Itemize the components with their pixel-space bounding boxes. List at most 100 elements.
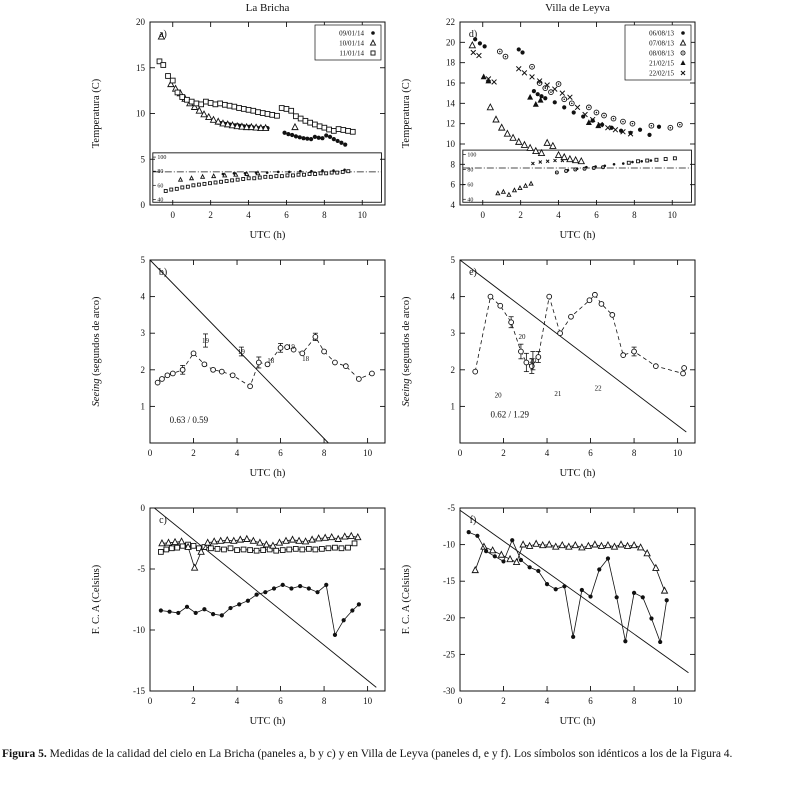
y-tick-label: 0 — [141, 200, 146, 210]
series-22/02/15 — [470, 49, 634, 137]
axes-box — [149, 507, 386, 692]
x-tick-label: 10 — [363, 696, 373, 706]
y-tick-label: -15 — [133, 686, 145, 696]
panel-letter: c) — [159, 515, 167, 526]
x-tick-label: 8 — [632, 696, 637, 706]
x-tick-label: 4 — [235, 448, 240, 458]
panel-letter: e) — [469, 267, 477, 278]
panel-letter: f) — [470, 515, 477, 526]
y-tick-label: 14 — [446, 98, 456, 108]
panel-f-fca-villa-de-leyva-chart: 0 2 4 6 8 10 -30 -25 -20 -15 -10 -5 UTC (h) F. C. A (… — [401, 503, 696, 727]
x-axis-label: UTC (h) — [250, 230, 286, 241]
y-tick-label: 1 — [451, 401, 456, 411]
y-tick-label: 5 — [141, 154, 146, 164]
panel-c-fca-la-bricha-chart: 0 2 4 6 8 10 -15 -10 -5 0 UTC (h) F. C. A (Celsius)… — [91, 503, 386, 727]
y-axis-label: Seeing (segundos de arco) — [91, 296, 102, 406]
legend-label: 10/01/14 — [339, 40, 364, 48]
y-tick-label: 18 — [446, 58, 456, 68]
y-tick-label: -5 — [138, 564, 146, 574]
x-tick-label: 0 — [170, 210, 175, 220]
series-circles — [158, 582, 361, 637]
x-tick-label: 2 — [518, 210, 523, 220]
legend-label: 09/01/14 — [339, 30, 364, 38]
data-label: 19 — [288, 343, 296, 351]
x-tick-label: 8 — [322, 448, 327, 458]
y-tick-label: 0 — [141, 503, 146, 513]
data-label: 18 — [267, 357, 275, 365]
x-tick-label: 0 — [148, 696, 153, 706]
legend-label: 21/02/15 — [649, 60, 674, 68]
y-tick-label: 2 — [451, 365, 456, 375]
column-title-villa-de-leyva: Villa de Leyva — [545, 2, 610, 14]
x-tick-label: 6 — [284, 210, 289, 220]
y-tick-label: -5 — [448, 503, 456, 513]
y-tick-label: 10 — [136, 109, 146, 119]
series-seeing — [472, 291, 687, 377]
x-tick-label: 0 — [458, 696, 463, 706]
series-triangles — [471, 539, 669, 594]
y-tick-label: 16 — [446, 78, 456, 88]
legend: 06/08/13 07/08/13 08/08/13 21/02/15 22/02/15 — [624, 24, 692, 81]
data-label: 20 — [519, 333, 527, 341]
y-tick-label: 2 — [141, 365, 146, 375]
x-tick-label: 0 — [148, 448, 153, 458]
y-tick-label: 8 — [451, 159, 456, 169]
column-title-la-bricha: La Bricha — [245, 2, 290, 14]
y-tick-label: -25 — [443, 649, 455, 659]
x-axis-label: UTC (h) — [250, 716, 286, 727]
data-label: 20 — [529, 357, 537, 365]
x-tick-label: 6 — [588, 448, 593, 458]
y-tick-label: 6 — [451, 180, 456, 190]
y-axis-label: Seeing (segundos de arco) — [401, 296, 412, 406]
series-circles — [466, 530, 669, 645]
x-tick-label: 10 — [673, 448, 683, 458]
y-tick-label: 1 — [141, 401, 146, 411]
y-tick-label: 4 — [141, 292, 146, 302]
data-label: 20 — [495, 392, 503, 400]
series-06/08/13 — [473, 37, 662, 137]
x-tick-label: 10 — [358, 210, 368, 220]
x-tick-label: 8 — [632, 448, 637, 458]
series-21/02/15 — [480, 73, 602, 129]
x-tick-label: 2 — [501, 696, 506, 706]
axes-box — [459, 21, 696, 206]
y-tick-label: 20 — [446, 37, 456, 47]
y-tick-label: -15 — [443, 576, 455, 586]
inset-tick-label: 60 — [467, 182, 473, 188]
x-tick-label: 0 — [480, 210, 485, 220]
x-tick-label: 8 — [632, 210, 637, 220]
series-seeing — [154, 332, 375, 390]
x-axis-label: UTC (h) — [560, 468, 596, 479]
x-tick-label: 2 — [501, 448, 506, 458]
x-tick-label: 4 — [246, 210, 251, 220]
y-tick-label: 4 — [451, 292, 456, 302]
y-tick-label: 5 — [141, 255, 146, 265]
y-tick-label: 10 — [446, 139, 456, 149]
x-tick-label: 6 — [278, 696, 283, 706]
y-tick-label: -10 — [133, 625, 145, 635]
x-tick-label: 6 — [278, 448, 283, 458]
x-tick-label: 2 — [208, 210, 213, 220]
caption-body: Medidas de la calidad del cielo en La Br… — [46, 748, 733, 760]
inset-tick-label: 100 — [467, 153, 476, 159]
x-tick-label: 6 — [594, 210, 599, 220]
y-tick-label: 3 — [451, 328, 456, 338]
y-tick-label: 4 — [451, 200, 456, 210]
data-label: 19 — [238, 348, 246, 356]
figure-caption: Figura 5. Medidas de la calidad del ciel… — [2, 746, 800, 762]
legend-label: 11/01/14 — [339, 50, 364, 58]
y-tick-label: 20 — [136, 17, 146, 27]
x-tick-label: 10 — [668, 210, 678, 220]
inset-tick-label: 80 — [467, 167, 473, 173]
inset-tick-label: 40 — [467, 197, 473, 203]
inset-humidity-plot: 100 80 60 40 — [152, 152, 382, 203]
panel-letter: a) — [159, 29, 167, 40]
inset-tick-label: 60 — [157, 183, 163, 189]
inset-tick-label: 80 — [157, 169, 163, 175]
x-tick-label: 10 — [673, 696, 683, 706]
series-triangles — [158, 531, 362, 571]
y-axis-label: F. C. A (Celsius) — [401, 564, 412, 634]
x-tick-label: 2 — [191, 696, 196, 706]
data-label: 19 — [202, 337, 210, 345]
